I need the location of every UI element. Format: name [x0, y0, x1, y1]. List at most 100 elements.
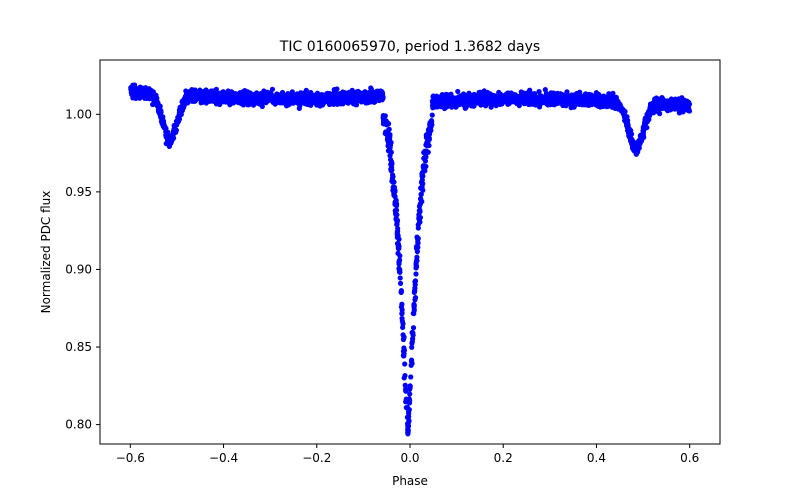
data-point — [473, 99, 480, 105]
data-point — [147, 94, 153, 100]
data-point — [395, 250, 401, 256]
data-point — [599, 96, 605, 102]
data-point — [415, 225, 421, 231]
data-point — [192, 98, 198, 104]
data-point — [403, 386, 409, 392]
data-point — [488, 104, 494, 110]
data-point — [457, 93, 463, 99]
data-point — [536, 104, 543, 110]
data-point — [325, 98, 331, 104]
data-point — [568, 105, 574, 111]
data-point — [515, 97, 522, 103]
data-point — [192, 88, 198, 94]
data-point — [413, 271, 419, 277]
data-point — [606, 93, 612, 99]
data-point — [616, 102, 622, 108]
data-point — [413, 245, 420, 252]
data-point — [387, 153, 393, 159]
data-point — [455, 100, 461, 106]
data-point — [392, 187, 398, 193]
data-points — [128, 82, 693, 437]
data-point — [158, 118, 165, 125]
data-point — [406, 414, 412, 420]
y-tick-label: 0.80 — [65, 418, 92, 432]
y-axis-label: Normalized PDC flux — [39, 191, 53, 314]
data-point — [399, 318, 405, 324]
data-point — [455, 88, 461, 95]
data-point — [412, 282, 418, 288]
data-point — [430, 100, 436, 106]
data-point — [271, 95, 277, 101]
data-point — [529, 99, 535, 106]
data-point — [411, 302, 417, 308]
data-point — [317, 94, 324, 100]
data-point — [390, 174, 396, 180]
data-point — [411, 310, 417, 317]
data-point — [633, 151, 639, 157]
data-point — [171, 122, 177, 129]
data-point — [408, 357, 415, 363]
data-point — [401, 335, 407, 341]
data-point — [644, 118, 651, 124]
data-point — [468, 97, 475, 103]
data-point — [196, 92, 202, 98]
data-point — [407, 391, 413, 397]
data-point — [423, 133, 430, 139]
data-point — [412, 297, 418, 303]
data-point — [178, 111, 184, 117]
data-point — [397, 280, 404, 286]
data-point — [503, 91, 510, 97]
data-point — [536, 89, 542, 95]
data-point — [398, 289, 404, 295]
data-point — [184, 95, 190, 101]
data-point — [402, 382, 408, 388]
data-point — [485, 99, 491, 106]
data-point — [156, 107, 162, 113]
data-point — [298, 96, 304, 102]
data-point — [343, 90, 349, 96]
data-point — [403, 405, 409, 411]
data-point — [414, 254, 420, 260]
data-point — [140, 91, 146, 97]
data-point — [242, 87, 248, 94]
x-tick-label: −0.4 — [209, 451, 238, 465]
data-point — [380, 112, 386, 119]
data-point — [624, 120, 631, 126]
data-point — [239, 92, 245, 98]
data-point — [571, 100, 577, 106]
data-point — [410, 325, 417, 331]
data-point — [415, 235, 421, 241]
data-point — [612, 100, 618, 106]
y-tick-label: 0.90 — [65, 262, 92, 276]
data-point — [575, 95, 582, 101]
data-point — [224, 94, 230, 100]
data-point — [200, 99, 206, 105]
data-point — [512, 92, 518, 98]
data-point — [409, 340, 415, 346]
data-point — [421, 155, 427, 161]
data-point — [197, 88, 203, 94]
data-point — [386, 143, 392, 149]
data-point — [545, 93, 551, 99]
data-point — [634, 147, 640, 153]
data-point — [662, 98, 668, 104]
data-point — [290, 100, 296, 106]
data-point — [411, 289, 417, 296]
data-point — [312, 94, 318, 100]
data-point — [377, 96, 384, 102]
data-point — [227, 90, 233, 96]
data-point — [403, 399, 409, 405]
data-point — [394, 217, 401, 224]
data-point — [401, 375, 407, 381]
data-point — [371, 90, 377, 97]
data-point — [147, 88, 153, 95]
data-point — [350, 101, 357, 107]
data-point — [625, 128, 632, 134]
data-point — [217, 101, 223, 108]
data-point — [384, 122, 390, 128]
data-point — [686, 101, 692, 107]
data-point — [417, 201, 423, 207]
data-point — [332, 94, 339, 100]
data-point — [410, 336, 416, 342]
data-point — [157, 111, 164, 117]
